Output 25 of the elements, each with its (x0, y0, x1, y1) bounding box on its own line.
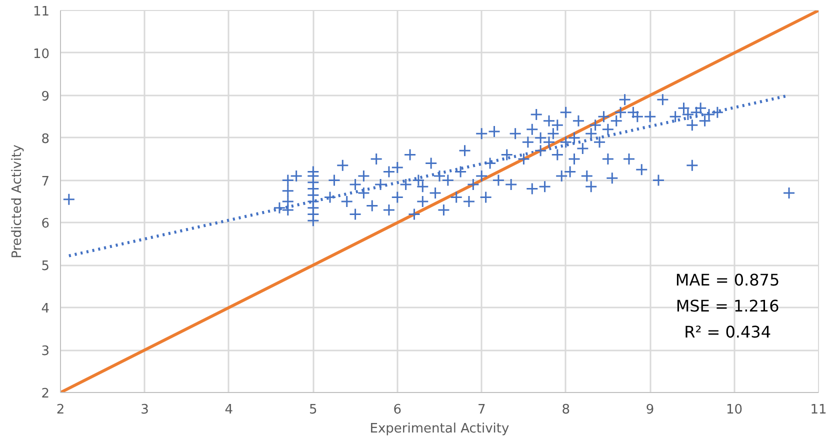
y-tick-label: 7 (41, 174, 50, 190)
x-tick-label: 11 (810, 402, 827, 418)
y-tick-label: 9 (41, 89, 50, 104)
x-tick-label: 6 (393, 402, 402, 418)
x-tick-label: 7 (477, 402, 486, 418)
y-tick-label: 2 (41, 386, 50, 402)
x-tick-label: 9 (646, 402, 654, 418)
annotation: R² = 0.434 (684, 322, 772, 342)
x-tick-label: 5 (309, 402, 318, 418)
x-tick-label: 4 (224, 402, 234, 418)
y-tick-label: 5 (41, 259, 50, 274)
y-tick-label: 10 (32, 46, 50, 62)
x-axis-title: Experimental Activity (370, 422, 510, 436)
x-tick-label: 8 (562, 402, 570, 418)
y-axis-title: Predicted Activity (10, 144, 25, 258)
y-tick-label: 6 (41, 216, 50, 232)
x-tick-label: 10 (726, 402, 743, 418)
x-tick-label: 3 (140, 402, 149, 418)
annotation: MSE = 1.216 (676, 296, 780, 316)
y-tick-label: 8 (41, 132, 50, 147)
y-tick-label: 11 (32, 4, 50, 20)
y-tick-label: 4 (41, 302, 50, 317)
x-tick-label: 2 (56, 402, 65, 418)
y-tick-label: 3 (41, 344, 50, 360)
annotation: MAE = 0.875 (675, 270, 780, 290)
